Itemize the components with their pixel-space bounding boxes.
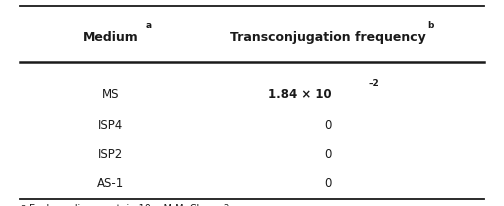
Text: .: . — [230, 204, 233, 206]
Text: 1.84 × 10: 1.84 × 10 — [268, 88, 332, 101]
Text: b: b — [427, 21, 434, 30]
Text: Medium: Medium — [83, 30, 139, 44]
Text: –2: –2 — [369, 79, 380, 88]
Text: Transconjugation frequency: Transconjugation frequency — [230, 30, 425, 44]
Text: ISP4: ISP4 — [98, 119, 123, 132]
Text: 0: 0 — [324, 148, 331, 161]
Text: Each medium contain 10 mM MgCl: Each medium contain 10 mM MgCl — [29, 204, 206, 206]
Text: AS-1: AS-1 — [97, 177, 124, 190]
Text: a: a — [20, 203, 26, 206]
Text: MS: MS — [102, 88, 119, 101]
Text: 0: 0 — [324, 119, 331, 132]
Text: a: a — [145, 21, 151, 30]
Text: 0: 0 — [324, 177, 331, 190]
Text: ISP2: ISP2 — [98, 148, 123, 161]
Text: 2: 2 — [223, 204, 228, 206]
